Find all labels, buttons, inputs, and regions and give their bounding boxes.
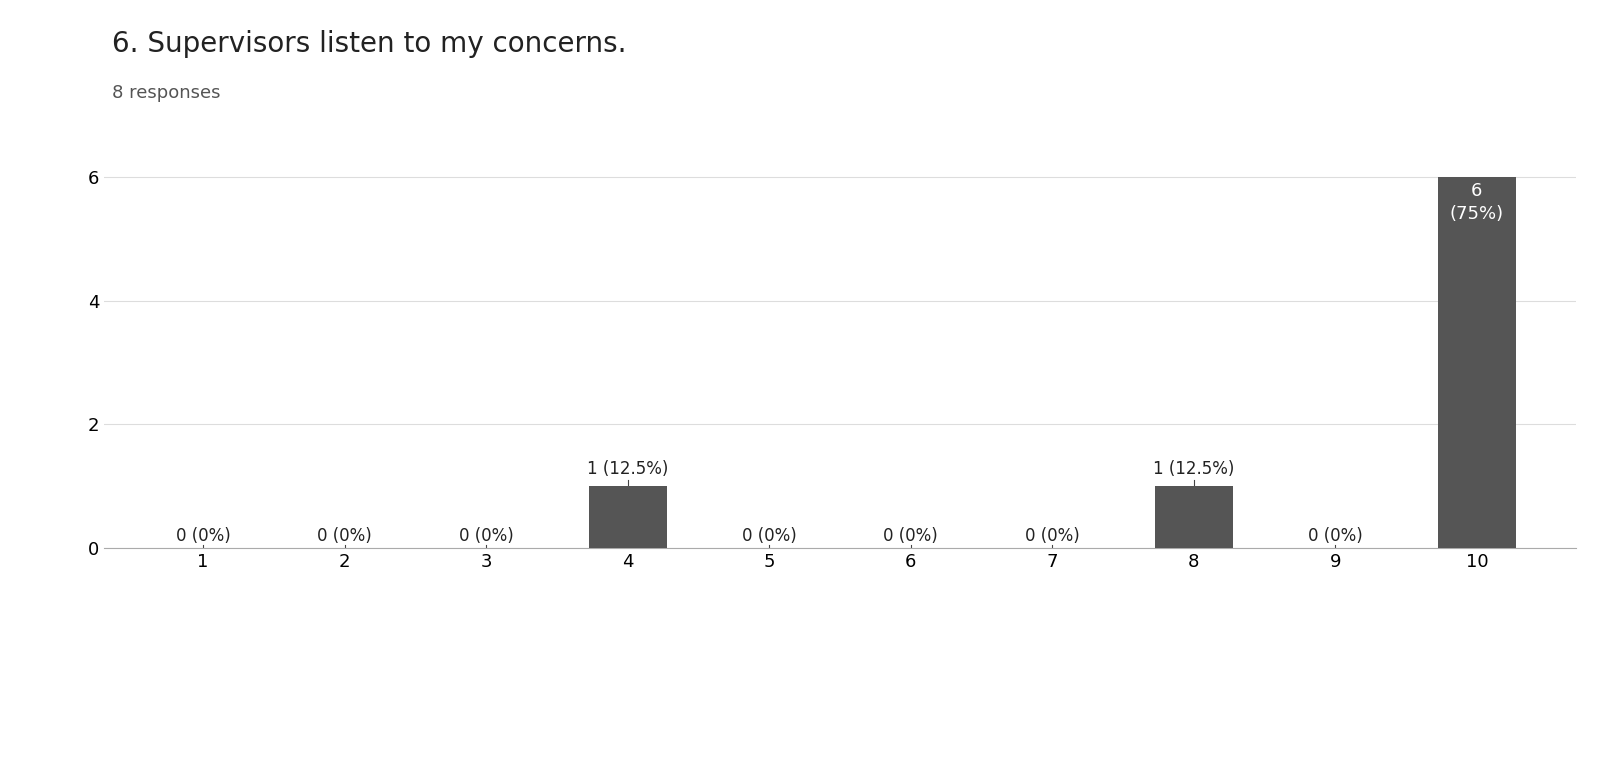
Text: 0 (0%): 0 (0%): [317, 527, 371, 545]
Text: 0 (0%): 0 (0%): [742, 527, 797, 545]
Text: 0 (0%): 0 (0%): [883, 527, 938, 545]
Bar: [589, 486, 667, 548]
Bar: [1438, 177, 1515, 548]
Text: 1 (12.5%): 1 (12.5%): [1154, 460, 1235, 478]
Text: 0 (0%): 0 (0%): [1026, 527, 1080, 545]
Text: 0 (0%): 0 (0%): [1309, 527, 1363, 545]
Bar: [1155, 486, 1232, 548]
Text: 0 (0%): 0 (0%): [176, 527, 230, 545]
Text: 0 (0%): 0 (0%): [459, 527, 514, 545]
Text: 1 (12.5%): 1 (12.5%): [587, 460, 669, 478]
Text: 6. Supervisors listen to my concerns.: 6. Supervisors listen to my concerns.: [112, 30, 627, 59]
Text: 6
(75%): 6 (75%): [1450, 182, 1504, 224]
Text: 8 responses: 8 responses: [112, 84, 221, 102]
